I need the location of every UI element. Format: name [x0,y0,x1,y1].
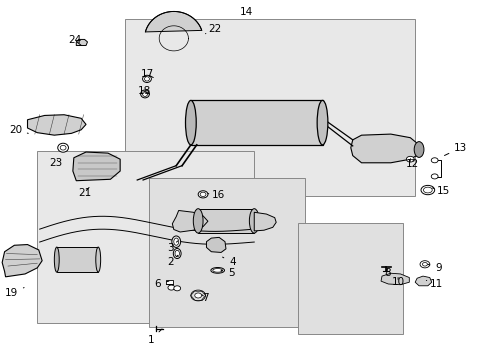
Text: 10: 10 [391,277,404,287]
Ellipse shape [317,100,327,145]
Ellipse shape [413,141,423,157]
Bar [166,280,173,284]
Text: 14: 14 [239,7,253,17]
Ellipse shape [249,209,259,233]
Circle shape [167,285,174,290]
Bar [37,151,254,323]
Ellipse shape [423,187,431,193]
Text: 3: 3 [167,241,177,253]
Ellipse shape [193,209,203,233]
Text: 13: 13 [444,143,467,156]
Polygon shape [2,244,42,277]
Text: 19: 19 [5,288,24,298]
Ellipse shape [173,248,181,258]
Polygon shape [350,134,418,163]
Polygon shape [414,276,431,286]
Polygon shape [76,40,87,45]
Text: 7: 7 [202,293,208,303]
Text: 6: 6 [154,279,168,289]
Ellipse shape [144,77,149,81]
Polygon shape [73,152,120,181]
Ellipse shape [142,75,151,82]
Text: 16: 16 [207,190,224,200]
Circle shape [173,286,180,291]
Ellipse shape [212,269,222,272]
Polygon shape [254,212,276,231]
Bar [190,100,322,145]
Ellipse shape [141,90,149,98]
Bar [125,19,414,196]
Polygon shape [172,211,207,232]
Text: 11: 11 [426,279,442,289]
Circle shape [419,261,429,268]
Circle shape [406,156,413,162]
Polygon shape [145,12,202,32]
Ellipse shape [60,145,66,150]
Text: 4: 4 [222,257,235,267]
Text: 17: 17 [140,69,153,79]
Text: 15: 15 [431,186,449,197]
Text: 22: 22 [205,24,222,35]
Text: 2: 2 [167,255,177,267]
Text: 21: 21 [78,188,91,198]
Ellipse shape [175,250,179,257]
Ellipse shape [198,191,207,198]
Ellipse shape [185,100,196,145]
Circle shape [430,158,437,163]
Bar [149,178,305,327]
Text: 20: 20 [9,125,28,135]
Ellipse shape [200,192,205,197]
Ellipse shape [210,267,224,273]
Text: 5: 5 [221,268,234,278]
Ellipse shape [142,91,147,96]
Polygon shape [380,273,408,285]
Text: 1: 1 [147,329,162,345]
Text: 12: 12 [405,159,419,169]
Ellipse shape [171,236,180,247]
Circle shape [422,262,427,266]
Circle shape [194,293,201,298]
Ellipse shape [54,247,59,272]
Text: 9: 9 [427,263,441,273]
Bar [57,247,98,272]
Circle shape [190,290,205,301]
Ellipse shape [96,247,101,272]
Ellipse shape [173,238,178,245]
Text: 23: 23 [49,158,62,168]
Bar [198,209,254,233]
Ellipse shape [420,185,434,195]
Bar [298,223,402,334]
Polygon shape [206,237,225,252]
Polygon shape [27,115,86,135]
Text: 8: 8 [383,268,390,278]
Ellipse shape [58,143,68,152]
Text: 24: 24 [68,35,81,46]
Text: 18: 18 [137,86,150,96]
Circle shape [430,174,437,179]
